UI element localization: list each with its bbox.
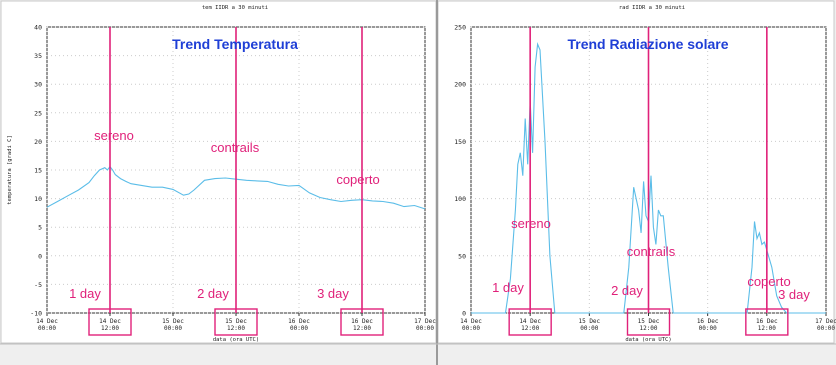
x-tick-date: 14 Dec — [36, 318, 58, 325]
condition-label: coperto — [336, 172, 379, 187]
chart-title: rad IIDR a 30 minuti — [619, 5, 685, 11]
condition-label: sereno — [511, 216, 551, 231]
marker-box — [214, 308, 258, 336]
day-label: 3 day — [317, 286, 349, 301]
y-tick-label: 100 — [454, 195, 466, 203]
x-tick-time: 12:00 — [227, 325, 245, 332]
x-tick-time: 00:00 — [290, 325, 308, 332]
x-tick-time: 00:00 — [462, 325, 480, 332]
x-tick-time: 00:00 — [580, 325, 598, 332]
y-tick-label: 200 — [454, 81, 466, 89]
series-line — [46, 165, 426, 210]
y-tick-label: 10 — [34, 195, 42, 203]
x-tick-date: 17 Dec — [815, 318, 836, 325]
x-tick-time: 12:00 — [758, 325, 776, 332]
x-tick-date: 15 Dec — [225, 318, 247, 325]
x-tick-date: 16 Dec — [697, 318, 719, 325]
x-tick-date: 15 Dec — [162, 318, 184, 325]
condition-label: contrails — [211, 140, 260, 155]
y-tick-label: 5 — [38, 224, 42, 232]
y-tick-label: 25 — [34, 109, 42, 117]
x-tick-date: 15 Dec — [578, 318, 600, 325]
y-tick-label: 0 — [462, 310, 466, 318]
chart-title: tem IIDR a 30 minuti — [202, 5, 268, 11]
marker-box — [340, 308, 384, 336]
day-label: 1 day — [492, 280, 524, 295]
y-tick-label: 50 — [458, 252, 466, 260]
y-tick-label: 35 — [34, 52, 42, 60]
y-tick-label: -10 — [30, 310, 42, 318]
day-label: 1 day — [69, 286, 101, 301]
series-line — [471, 42, 826, 314]
y-tick-label: 150 — [454, 138, 466, 146]
x-tick-time: 00:00 — [699, 325, 717, 332]
y-tick-label: -5 — [34, 281, 42, 289]
condition-label: coperto — [747, 274, 790, 289]
day-label: 3 day — [778, 287, 810, 302]
marker-box — [508, 308, 552, 336]
x-axis-label: data (ora UTC) — [213, 337, 259, 343]
x-tick-time: 00:00 — [38, 325, 56, 332]
x-tick-date: 15 Dec — [638, 318, 660, 325]
y-tick-label: 40 — [34, 24, 42, 32]
y-tick-label: 30 — [34, 81, 42, 89]
y-tick-label: 15 — [34, 167, 42, 175]
x-tick-date: 14 Dec — [99, 318, 121, 325]
condition-label: contrails — [627, 244, 676, 259]
marker-box — [745, 308, 789, 336]
day-label: 2 day — [611, 283, 643, 298]
y-tick-label: 20 — [34, 138, 42, 146]
x-tick-date: 16 Dec — [288, 318, 310, 325]
y-tick-label: 250 — [454, 24, 466, 32]
x-tick-date: 16 Dec — [351, 318, 373, 325]
day-label: 2 day — [197, 286, 229, 301]
x-tick-time: 12:00 — [101, 325, 119, 332]
x-tick-time: 00:00 — [416, 325, 434, 332]
x-tick-time: 12:00 — [639, 325, 657, 332]
x-axis-label: data (ora UTC) — [625, 337, 671, 343]
x-tick-time: 00:00 — [164, 325, 182, 332]
condition-label: sereno — [94, 128, 134, 143]
overlay-title: Trend Temperatura — [172, 36, 298, 52]
x-tick-date: 14 Dec — [460, 318, 482, 325]
marker-box — [88, 308, 132, 336]
y-tick-label: 0 — [38, 252, 42, 260]
x-tick-time: 00:00 — [817, 325, 835, 332]
y-axis-label: temperatura [gradi C] — [7, 135, 13, 205]
x-tick-date: 16 Dec — [756, 318, 778, 325]
overlay-title: Trend Radiazione solare — [567, 36, 728, 52]
x-tick-time: 12:00 — [353, 325, 371, 332]
x-tick-date: 17 Dec — [414, 318, 436, 325]
x-tick-time: 12:00 — [521, 325, 539, 332]
x-tick-date: 14 Dec — [519, 318, 541, 325]
marker-box — [626, 308, 671, 336]
